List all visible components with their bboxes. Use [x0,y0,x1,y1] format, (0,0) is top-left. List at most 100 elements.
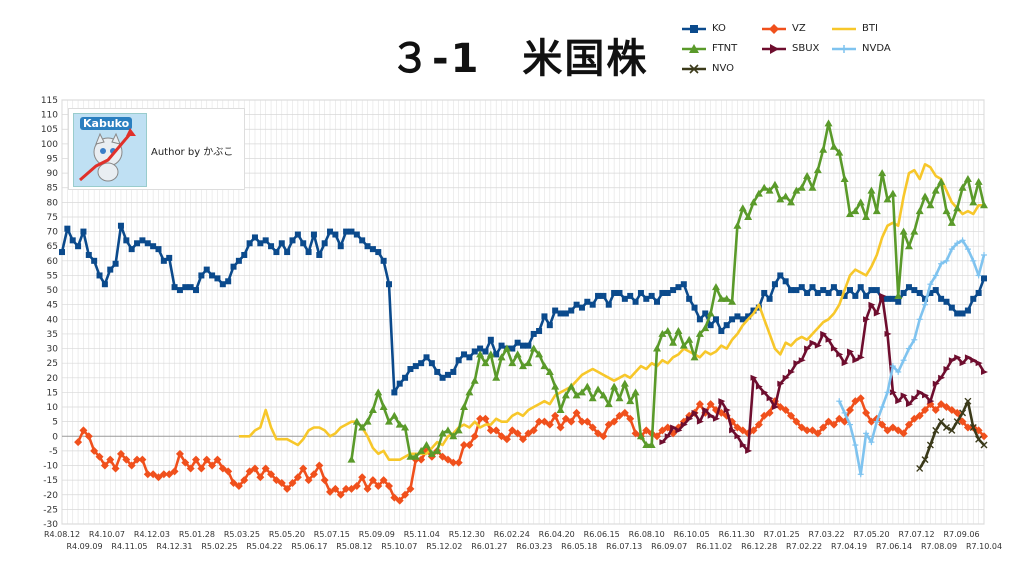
data-point-vz [604,420,613,429]
data-point-ko [155,246,162,253]
data-point-ko [375,249,382,256]
data-point-ko [836,289,843,296]
data-point-vz [122,455,131,464]
data-point-ko [777,272,784,279]
data-point-ftnt [669,338,678,346]
data-point-ko [225,278,232,285]
data-point-ko [954,310,961,317]
data-point-vz [197,464,206,473]
data-point-nvo [980,441,988,449]
data-point-ftnt [921,192,930,200]
data-point-sbux [761,389,769,396]
data-point-ko [686,295,693,302]
data-point-vz [572,408,581,417]
data-point-vz [695,400,704,409]
data-point-ftnt [958,183,967,191]
data-point-sbux [788,368,796,375]
data-point-ko [160,257,167,264]
data-point-ko [343,228,350,235]
data-point-ko [541,313,548,320]
y-tick-label: -15 [43,476,58,486]
data-point-sbux [873,310,881,317]
x-tick-label: R5.02.25 [201,542,237,551]
data-point-ko [820,287,827,294]
data-point-sbux [841,360,849,367]
data-point-ko [85,251,92,258]
data-point-ko [471,348,478,355]
data-point-ftnt [797,183,806,191]
data-point-vz [754,420,763,429]
data-point-ko [702,310,709,317]
data-point-ko [235,257,242,264]
data-point-ftnt [937,177,946,185]
data-point-ftnt [438,429,447,437]
data-point-ko [637,289,644,296]
data-point-ftnt [615,394,624,402]
data-point-ko [712,316,719,323]
data-point-sbux [932,380,940,387]
data-point-vz [513,429,522,438]
data-point-ko [884,295,891,302]
data-point-ftnt [427,449,436,457]
data-point-nvo [948,426,956,434]
data-point-ftnt [722,294,731,302]
data-point-vz [288,479,297,488]
data-point-ftnt [443,426,452,434]
data-point-vz [363,484,372,493]
data-point-vz [540,417,549,426]
data-point-vz [192,455,201,464]
y-tick-label: 45 [47,301,58,311]
data-point-nvo [969,424,977,431]
data-point-ftnt [717,294,726,302]
data-point-sbux [766,395,774,402]
data-point-ftnt [401,423,410,431]
data-point-ko [616,289,623,296]
data-point-vz [620,408,629,417]
data-point-ftnt [733,221,742,229]
x-tick-label: R6.07.13 [606,542,642,551]
data-point-vz [111,464,120,473]
data-point-ko [69,237,76,244]
data-point-sbux [900,392,908,399]
data-point-sbux [777,380,785,387]
data-point-ftnt [663,327,672,335]
data-point-vz [792,417,801,426]
data-point-ftnt [406,452,415,460]
data-point-vz [154,473,163,482]
y-tick-label: 85 [47,184,58,194]
data-point-vz [116,449,125,458]
x-tick-label: R6.10.05 [674,530,710,539]
data-point-sbux [718,398,726,405]
data-point-ko [444,371,451,378]
data-point-ko [530,330,537,337]
data-point-ko [493,351,500,358]
data-point-ko [364,243,371,250]
data-point-ko [332,231,339,238]
x-tick-label: R5.11.04 [404,530,440,539]
data-point-vz [100,461,109,470]
data-point-vz [331,484,340,493]
data-point-vz [84,432,93,441]
data-point-ftnt [535,350,544,358]
x-tick-label: R7.10.04 [966,542,1002,551]
data-point-ftnt [604,400,613,408]
data-point-vz [519,435,527,444]
data-point-ftnt [969,198,978,206]
data-point-ko [166,254,173,261]
data-point-sbux [954,354,962,361]
data-point-ftnt [577,388,586,396]
data-point-ftnt [878,169,887,177]
data-point-vz [921,405,930,414]
data-point-sbux [707,412,715,419]
data-point-vz [980,432,988,441]
data-point-vz [904,420,913,429]
data-point-sbux [922,392,930,399]
data-point-ftnt [556,405,565,413]
x-tick-label: R7.08.09 [921,542,957,551]
data-point-ko [107,266,114,273]
data-point-sbux [857,354,865,361]
data-point-ftnt [685,335,694,343]
data-point-ftnt [867,186,876,194]
data-point-ko [91,257,98,264]
